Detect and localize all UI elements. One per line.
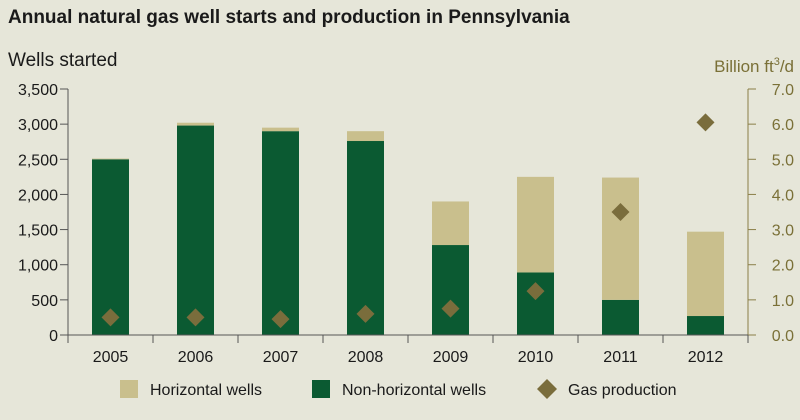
non-horizontal-wells-bar-2006 [177, 125, 214, 335]
gas-production-marker-2007 [271, 310, 290, 329]
x-tick-label: 2005 [93, 349, 129, 366]
y2-tick-label: 3.0 [772, 223, 794, 240]
x-tick-label: 2007 [263, 349, 299, 366]
legend-swatch-non-horizontal-wells [312, 380, 330, 398]
y-tick-label: 0 [49, 328, 58, 345]
y2-tick-label: 5.0 [772, 152, 794, 169]
y-axis-label: Wells started [8, 50, 117, 71]
legend-label-horizontal-wells: Horizontal wells [150, 382, 262, 399]
gas-production-marker-2008 [356, 304, 375, 323]
gas-production-marker-2011 [611, 203, 630, 221]
non-horizontal-wells-bar-2009 [432, 245, 469, 335]
x-tick-label: 2012 [688, 349, 724, 366]
gas-production-marker-2009 [441, 299, 460, 318]
legend-swatch-gas-production [537, 379, 557, 399]
non-horizontal-wells-bar-2012 [687, 316, 724, 335]
non-horizontal-wells-bar-2010 [517, 272, 554, 335]
y2-tick-label: 0.0 [772, 328, 794, 345]
chart-title: Annual natural gas well starts and produ… [8, 7, 570, 28]
x-tick-label: 2009 [433, 349, 469, 366]
gas-production-marker-2005 [101, 308, 120, 327]
y-tick-label: 500 [31, 293, 58, 310]
non-horizontal-wells-bar-2011 [602, 299, 639, 335]
y2-tick-label: 1.0 [772, 293, 794, 310]
y2-tick-label: 7.0 [772, 82, 794, 99]
horizontal-wells-bar-2011 [602, 177, 639, 300]
y-tick-label: 1,000 [18, 258, 58, 275]
y-tick-label: 3,000 [18, 117, 58, 134]
y-tick-label: 3,500 [18, 82, 58, 99]
y-tick-label: 2,500 [18, 152, 58, 169]
horizontal-wells-bar-2010 [517, 176, 554, 273]
horizontal-wells-bar-2009 [432, 201, 469, 246]
y-tick-label: 1,500 [18, 223, 58, 240]
y-tick-label: 2,000 [18, 187, 58, 204]
x-tick-label: 2008 [348, 349, 384, 366]
legend-swatch-horizontal-wells [120, 380, 138, 398]
gas-production-marker-2010 [526, 282, 545, 301]
x-tick-label: 2010 [518, 349, 554, 366]
gas-production-marker-2006 [186, 308, 205, 327]
legend-label-non-horizontal-wells: Non-horizontal wells [342, 382, 486, 399]
y2-tick-label: 2.0 [772, 258, 794, 275]
horizontal-wells-bar-2006 [177, 122, 214, 126]
horizontal-wells-bar-2007 [262, 127, 299, 132]
x-tick-label: 2011 [603, 349, 638, 366]
non-horizontal-wells-bar-2008 [347, 141, 384, 335]
horizontal-wells-bar-2005 [92, 158, 129, 160]
horizontal-wells-bar-2012 [687, 231, 724, 317]
non-horizontal-wells-bar-2005 [92, 159, 129, 335]
y2-axis-label: Billion ft3/d [714, 56, 794, 76]
gas-production-marker-2012 [696, 113, 715, 132]
horizontal-wells-bar-2008 [347, 131, 384, 142]
legend-label-gas-production: Gas production [568, 382, 677, 399]
x-tick-label: 2006 [178, 349, 214, 366]
y2-tick-label: 4.0 [772, 187, 794, 204]
non-horizontal-wells-bar-2007 [262, 131, 299, 335]
y2-tick-label: 6.0 [772, 117, 794, 134]
